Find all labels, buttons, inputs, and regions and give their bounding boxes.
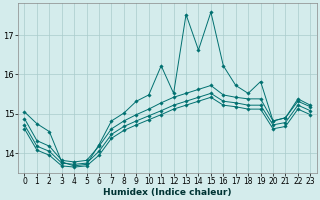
- X-axis label: Humidex (Indice chaleur): Humidex (Indice chaleur): [103, 188, 232, 197]
